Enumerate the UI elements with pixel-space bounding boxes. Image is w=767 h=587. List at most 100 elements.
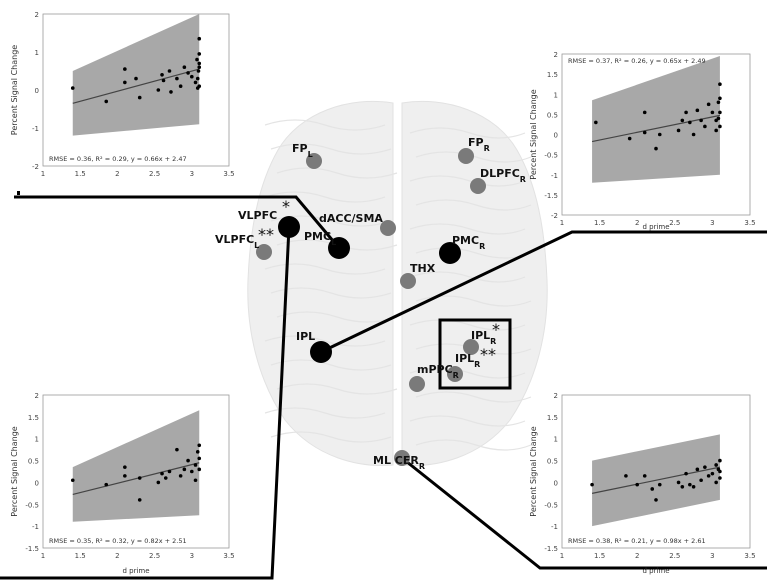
y-tick-label: -1 bbox=[32, 125, 39, 133]
region-node-vlpfc-l bbox=[256, 244, 272, 260]
data-point bbox=[197, 65, 202, 69]
y-tick-label: -1 bbox=[551, 523, 558, 531]
y-tick-label: 0 bbox=[554, 132, 558, 140]
brain-gyrus-line bbox=[415, 391, 532, 403]
y-tick-label: -0.5 bbox=[544, 152, 558, 160]
connector-lines bbox=[0, 191, 767, 580]
data-point bbox=[160, 73, 164, 77]
x-tick-label: 1 bbox=[560, 552, 564, 560]
region-label-subscript: R bbox=[474, 360, 480, 369]
data-point bbox=[691, 132, 696, 137]
confidence-band bbox=[72, 14, 200, 136]
region-label-ipl: IPL bbox=[296, 330, 315, 343]
y-tick-label: 1.5 bbox=[547, 71, 558, 79]
region-node-thx bbox=[400, 273, 416, 289]
region-dacc-sma: dACC/SMA bbox=[319, 212, 396, 236]
data-point bbox=[716, 116, 721, 121]
data-point bbox=[160, 471, 164, 476]
region-label-subscript: R bbox=[453, 371, 459, 380]
brain-gyrus-line bbox=[409, 175, 526, 187]
brain-gyrus-line bbox=[264, 191, 386, 203]
data-point bbox=[699, 118, 703, 123]
x-tick-label: 1 bbox=[41, 170, 45, 178]
y-axis-label: Percent Signal Change bbox=[529, 89, 538, 179]
data-point bbox=[104, 99, 109, 104]
brain-gyrus-line bbox=[415, 439, 532, 451]
data-point bbox=[718, 96, 722, 101]
data-point bbox=[688, 482, 692, 487]
y-axis-label: Percent Signal Change bbox=[10, 426, 19, 516]
x-tick-label: 3 bbox=[190, 552, 194, 560]
inset-chart-bottom-right: 1 1.5 2 2.5 3 3.5 2 1.5 1 0.5 0 -0.5 -1 -1.5 Percent S… bbox=[529, 392, 756, 575]
data-point bbox=[195, 57, 199, 62]
data-point bbox=[161, 78, 166, 83]
region-node-vlpfc-star bbox=[278, 216, 300, 238]
data-point bbox=[654, 146, 658, 151]
region-label-text: ML CER bbox=[373, 454, 419, 467]
region-label-text: IPL bbox=[455, 352, 474, 365]
region-label-subscript: L bbox=[308, 150, 313, 159]
x-tick-label: 2.5 bbox=[669, 552, 680, 560]
data-point bbox=[134, 76, 138, 81]
region-ipl: IPL bbox=[296, 330, 332, 363]
x-axis-label: d prime bbox=[642, 567, 669, 575]
x-tick-label: 3.5 bbox=[223, 170, 234, 178]
region-label-text: FP bbox=[468, 136, 484, 149]
y-tick-label: 2 bbox=[35, 11, 39, 19]
data-point bbox=[70, 86, 75, 90]
region-label-text: IPL bbox=[296, 330, 315, 343]
region-cer-r: ML CERR bbox=[373, 450, 425, 471]
data-point bbox=[182, 65, 187, 69]
data-point bbox=[716, 100, 721, 105]
region-label-text: mPPC bbox=[417, 363, 453, 376]
x-tick-label: 1.5 bbox=[75, 170, 86, 178]
data-point bbox=[167, 469, 172, 474]
data-point bbox=[718, 124, 722, 129]
brain-gyrus-line bbox=[270, 359, 392, 371]
data-point bbox=[718, 469, 722, 474]
region-label-subscript: R bbox=[479, 242, 485, 251]
y-tick-label: 0 bbox=[35, 479, 39, 487]
x-tick-label: 3.5 bbox=[744, 552, 755, 560]
region-node-pmc-r bbox=[439, 242, 461, 264]
region-label-text: THX bbox=[410, 262, 436, 275]
region-node-dlpfc-r bbox=[470, 178, 486, 194]
x-tick-label: 2.5 bbox=[149, 552, 160, 560]
x-tick-label: 2 bbox=[115, 170, 119, 178]
x-tick-label: 2 bbox=[635, 219, 639, 227]
x-tick-label: 2 bbox=[115, 552, 119, 560]
brain-gyrus-line bbox=[276, 383, 398, 395]
x-tick-label: 2 bbox=[635, 552, 639, 560]
data-point bbox=[718, 110, 722, 115]
data-point bbox=[197, 456, 202, 461]
region-label-mppc-r: mPPCR bbox=[417, 363, 459, 380]
brain-gyrus-line bbox=[270, 143, 392, 155]
y-tick-label: -0.5 bbox=[544, 501, 558, 509]
region-label-text: DLPFC bbox=[480, 167, 520, 180]
x-tick-label: 1 bbox=[560, 219, 564, 227]
region-label-dacc-sma: dACC/SMA bbox=[319, 212, 383, 225]
data-point bbox=[706, 102, 711, 107]
data-point bbox=[642, 474, 647, 478]
brain-silhouette bbox=[247, 100, 548, 466]
region-dlpfc-r: DLPFCR bbox=[470, 167, 526, 194]
brain-gyrus-line bbox=[415, 199, 532, 211]
y-tick-label: -0.5 bbox=[25, 501, 39, 509]
highlight-box bbox=[438, 318, 512, 390]
region-vlpfc-star: VLPFC * bbox=[238, 197, 300, 238]
region-node-dacc-sma bbox=[380, 220, 396, 236]
region-label-subscript: R bbox=[520, 175, 526, 184]
region-vlpfc-l: VLPFCL** bbox=[215, 225, 274, 260]
data-point bbox=[104, 482, 109, 487]
y-tick-label: -1.5 bbox=[25, 545, 39, 553]
region-label-text: PMC bbox=[304, 230, 331, 243]
region-node-ipl bbox=[310, 341, 332, 363]
y-tick-label: 2 bbox=[554, 392, 558, 400]
x-tick-label: 3 bbox=[190, 170, 194, 178]
y-tick-label: 1 bbox=[554, 91, 558, 99]
brain-gyrus-line bbox=[276, 311, 398, 323]
confidence-band bbox=[592, 56, 720, 183]
region-label-pmc-l: PMCL bbox=[304, 230, 336, 247]
region-label-thx: THX bbox=[410, 262, 436, 275]
y-tick-label: 1 bbox=[35, 49, 39, 57]
